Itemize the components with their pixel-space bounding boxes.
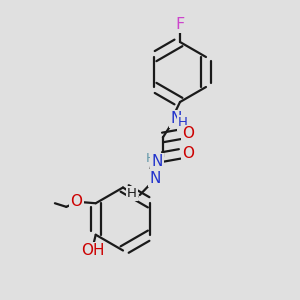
Text: H: H (178, 116, 188, 130)
Text: H: H (146, 152, 156, 165)
Text: O: O (70, 194, 83, 209)
Text: N: N (170, 111, 182, 126)
Text: H: H (127, 187, 137, 200)
Text: N: N (149, 171, 161, 186)
Text: O: O (182, 146, 194, 161)
Text: O: O (182, 126, 194, 141)
Text: OH: OH (81, 243, 104, 258)
Text: F: F (176, 17, 184, 32)
Text: N: N (151, 154, 163, 169)
